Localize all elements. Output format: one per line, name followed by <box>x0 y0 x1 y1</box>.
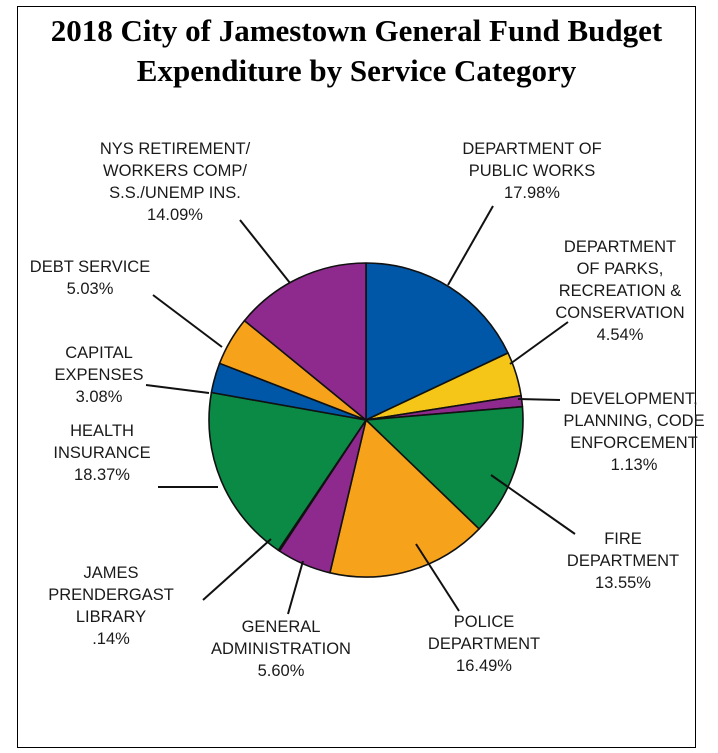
pie-slice-10 <box>243 262 367 421</box>
slice-label-1: DEPARTMENT OF PARKS, RECREATION & CONSERVAT… <box>555 238 684 344</box>
slice-label-0: DEPARTMENT OF PUBLIC WORKS 17.98% <box>462 140 601 202</box>
slice-label-line-5-1: ADMINISTRATION <box>211 640 351 658</box>
slice-label-line-3-0: FIRE <box>604 530 642 548</box>
slice-label-4: POLICE DEPARTMENT 16.49% <box>428 613 540 675</box>
slice-label-10: NYS RETIREMENT/WORKERS COMP/S.S./UNEMP I… <box>100 140 251 224</box>
leader-line-8 <box>145 384 210 394</box>
slice-value-1: 4.54% <box>597 326 644 344</box>
slice-label-line-7-1: INSURANCE <box>53 444 150 462</box>
slice-value-4: 16.49% <box>456 657 512 675</box>
chart-frame: 2018 City of Jamestown General Fund Budg… <box>17 6 696 748</box>
slice-label-line-1-1: OF PARKS, <box>577 260 664 278</box>
slice-value-8: 3.08% <box>76 388 123 406</box>
chart-title-line-1: 2018 City of Jamestown General Fund Budg… <box>50 13 663 48</box>
leader-line-2 <box>517 398 561 401</box>
leader-line-0 <box>447 205 494 286</box>
leader-line-1 <box>509 321 569 365</box>
slice-label-line-0-0: DEPARTMENT OF <box>462 140 601 158</box>
slice-label-line-3-1: DEPARTMENT <box>567 552 679 570</box>
slice-label-line-4-0: POLICE <box>454 613 515 631</box>
slice-label-8: CAPITAL EXPENSES 3.08% <box>55 344 144 406</box>
leader-line-5 <box>287 560 304 615</box>
slice-label-line-8-1: EXPENSES <box>55 366 144 384</box>
pie-slice-3 <box>365 405 524 530</box>
slice-value-5: 5.60% <box>258 662 305 680</box>
slice-label-line-1-2: RECREATION & <box>559 282 682 300</box>
slice-label-line-10-0: NYS RETIREMENT/ <box>100 140 251 158</box>
slice-label-line-7-0: HEALTH <box>70 422 134 440</box>
pie-slice-4 <box>329 419 480 578</box>
slice-value-10: 14.09% <box>147 206 203 224</box>
slice-label-3: FIRE DEPARTMENT 13.55% <box>567 530 679 592</box>
slice-label-line-8-0: CAPITAL <box>65 344 133 362</box>
leader-line-9 <box>152 294 223 348</box>
pie-slice-0 <box>365 262 509 421</box>
slice-value-2: 1.13% <box>611 456 658 474</box>
slice-value-7: 18.37% <box>74 466 130 484</box>
slice-label-line-1-3: CONSERVATION <box>555 304 684 322</box>
chart-title-line-2: Expenditure by Service Category <box>136 53 577 88</box>
slice-label-line-6-1: PRENDERGAST <box>48 586 174 604</box>
slice-value-0: 17.98% <box>504 184 560 202</box>
slice-label-line-10-2: S.S./UNEMP INS. <box>109 184 241 202</box>
slice-label-2: DEVELOPMENT, PLANNING, CODE ENFORCEMENT 1.1… <box>563 390 704 474</box>
slice-label-line-2-1: PLANNING, CODE <box>563 412 704 430</box>
slice-label-line-0-1: PUBLIC WORKS <box>469 162 596 180</box>
slice-label-line-1-0: DEPARTMENT <box>564 238 676 256</box>
leader-line-3 <box>490 474 576 535</box>
slice-label-5: GENERAL ADMINISTRATION 5.60% <box>211 618 351 680</box>
slice-label-line-6-0: JAMES <box>83 564 138 582</box>
slice-label-9: DEBT SERVICE 5.03% <box>30 258 150 298</box>
slice-value-3: 13.55% <box>595 574 651 592</box>
leader-line-6 <box>202 538 272 601</box>
pie-slice-7 <box>208 391 367 552</box>
slice-label-line-5-0: GENERAL <box>242 618 321 636</box>
slice-label-line-10-1: WORKERS COMP/ <box>103 162 247 180</box>
slice-value-9: 5.03% <box>67 280 114 298</box>
slice-label-line-9-0: DEBT SERVICE <box>30 258 150 276</box>
slice-label-line-6-2: LIBRARY <box>76 608 146 626</box>
slice-label-line-4-1: DEPARTMENT <box>428 635 540 653</box>
slice-label-line-2-2: ENFORCEMENT <box>570 434 697 452</box>
slice-label-6: JAMES PRENDERGAST LIBRARY .14% <box>48 564 174 648</box>
slice-value-6: .14% <box>92 630 130 648</box>
slice-label-7: HEALTH INSURANCE 18.37% <box>53 422 150 484</box>
leader-line-4 <box>415 543 460 612</box>
leader-line-10 <box>239 219 291 284</box>
slice-label-line-2-0: DEVELOPMENT, <box>570 390 697 408</box>
